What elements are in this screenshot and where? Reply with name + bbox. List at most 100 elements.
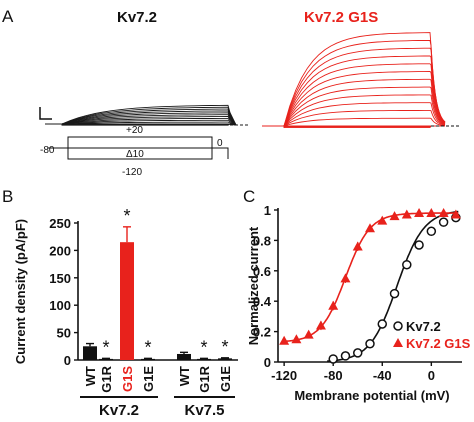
data-point bbox=[402, 259, 412, 270]
panel-label-b: B bbox=[2, 187, 13, 206]
x-tick-label: WT bbox=[83, 366, 98, 386]
data-point bbox=[389, 288, 400, 299]
y-tick-label: 0 bbox=[64, 353, 71, 368]
current-trace bbox=[45, 117, 237, 126]
significance-star: * bbox=[123, 206, 130, 226]
data-point bbox=[438, 217, 449, 227]
significance-star: * bbox=[102, 337, 109, 357]
data-point bbox=[365, 339, 375, 349]
data-point bbox=[414, 240, 424, 250]
data-point bbox=[365, 223, 375, 233]
current-trace bbox=[262, 63, 446, 127]
legend-label: Kv7.2 bbox=[406, 319, 441, 334]
bar bbox=[99, 358, 113, 360]
protocol-top-label: +20 bbox=[126, 125, 143, 136]
y-tick-label: 0.4 bbox=[253, 294, 272, 309]
current-trace bbox=[262, 102, 446, 127]
data-point bbox=[291, 334, 302, 344]
x-tick-label: -80 bbox=[324, 368, 343, 383]
data-point bbox=[352, 241, 363, 251]
data-point bbox=[426, 226, 437, 237]
data-point bbox=[377, 319, 388, 329]
current-trace bbox=[45, 119, 237, 126]
x-tick-label: G1E bbox=[218, 366, 233, 392]
bar bbox=[120, 242, 134, 360]
x-tick-label: -120 bbox=[271, 368, 297, 383]
legend-label: Kv7.2 G1S bbox=[406, 336, 471, 351]
data-point bbox=[303, 329, 314, 339]
protocol-bottom-label: -120 bbox=[122, 167, 142, 178]
current-traces-wt bbox=[45, 104, 250, 126]
y-tick-label: 50 bbox=[57, 326, 71, 341]
current-trace bbox=[262, 86, 446, 127]
current-trace bbox=[45, 116, 237, 126]
trace-title-wt: Kv7.2 bbox=[117, 9, 157, 26]
current-trace bbox=[45, 123, 237, 126]
x-tick-label: 0 bbox=[428, 368, 435, 383]
legend-marker bbox=[393, 338, 403, 347]
y-tick-label: 100 bbox=[49, 298, 71, 313]
data-point bbox=[426, 208, 437, 218]
data-point bbox=[340, 351, 351, 361]
current-trace bbox=[262, 117, 446, 127]
significance-star: * bbox=[144, 337, 151, 357]
trace-title-g1s: Kv7.2 G1S bbox=[304, 9, 378, 26]
current-trace bbox=[262, 94, 446, 127]
bar bbox=[141, 358, 155, 360]
data-point bbox=[377, 215, 388, 225]
panel-label-a: A bbox=[2, 7, 14, 26]
current-trace bbox=[45, 121, 237, 126]
y-tick-label: 1 bbox=[264, 203, 271, 218]
y-axis-label: Current density (pA/pF) bbox=[13, 219, 28, 364]
legend-marker bbox=[393, 321, 403, 331]
data-point bbox=[315, 320, 326, 330]
y-tick-label: 150 bbox=[49, 271, 71, 286]
voltage-protocol bbox=[48, 136, 229, 160]
x-tick-label: -40 bbox=[373, 368, 392, 383]
current-trace bbox=[45, 104, 237, 126]
current-trace bbox=[262, 55, 446, 127]
protocol-tail-label: 0 bbox=[217, 138, 223, 149]
scale-bar bbox=[39, 107, 52, 120]
current-trace bbox=[45, 112, 237, 126]
current-traces-g1s bbox=[262, 32, 460, 129]
current-trace bbox=[262, 71, 446, 127]
current-trace bbox=[45, 108, 237, 126]
bar bbox=[197, 358, 211, 360]
bar bbox=[83, 346, 97, 360]
bar-chart-current-density: 0 50 100 150 200 250 Current density (pA/pF) WT… bbox=[13, 206, 238, 419]
significance-star: * bbox=[200, 337, 207, 357]
data-point bbox=[328, 354, 338, 364]
group-label: Kv7.5 bbox=[184, 402, 224, 419]
bar bbox=[218, 358, 232, 360]
x-tick-label: G1R bbox=[197, 365, 212, 392]
activation-curve-chart: 0 0.2 0.4 0.6 0.8 1 -120 -80 -40 0 Membrane potent… bbox=[246, 203, 471, 403]
group-label: Kv7.2 bbox=[99, 402, 139, 419]
current-trace bbox=[262, 109, 446, 127]
x-tick-label: G1R bbox=[99, 365, 114, 392]
data-point bbox=[450, 209, 461, 219]
current-trace bbox=[45, 110, 237, 126]
y-tick-label: 0.2 bbox=[253, 325, 271, 340]
y-tick-label: 250 bbox=[49, 216, 71, 231]
x-tick-label: G1E bbox=[141, 366, 156, 392]
data-point bbox=[352, 348, 363, 358]
data-point bbox=[328, 300, 339, 310]
y-tick-label: 0.6 bbox=[253, 264, 271, 279]
protocol-step-label: Δ10 bbox=[126, 149, 144, 160]
protocol-hold-label: -80 bbox=[40, 145, 55, 156]
current-trace bbox=[262, 32, 446, 127]
data-point bbox=[340, 273, 351, 283]
data-point bbox=[389, 211, 400, 221]
current-trace bbox=[262, 78, 446, 127]
y-tick-label: 0 bbox=[264, 355, 271, 370]
significance-star: * bbox=[221, 337, 228, 357]
data-point bbox=[279, 335, 290, 345]
y-tick-label: 200 bbox=[49, 243, 71, 258]
panel-label-c: C bbox=[243, 187, 255, 206]
bar bbox=[177, 353, 191, 360]
data-point bbox=[438, 208, 449, 218]
current-trace bbox=[45, 114, 237, 126]
data-point bbox=[401, 209, 412, 219]
